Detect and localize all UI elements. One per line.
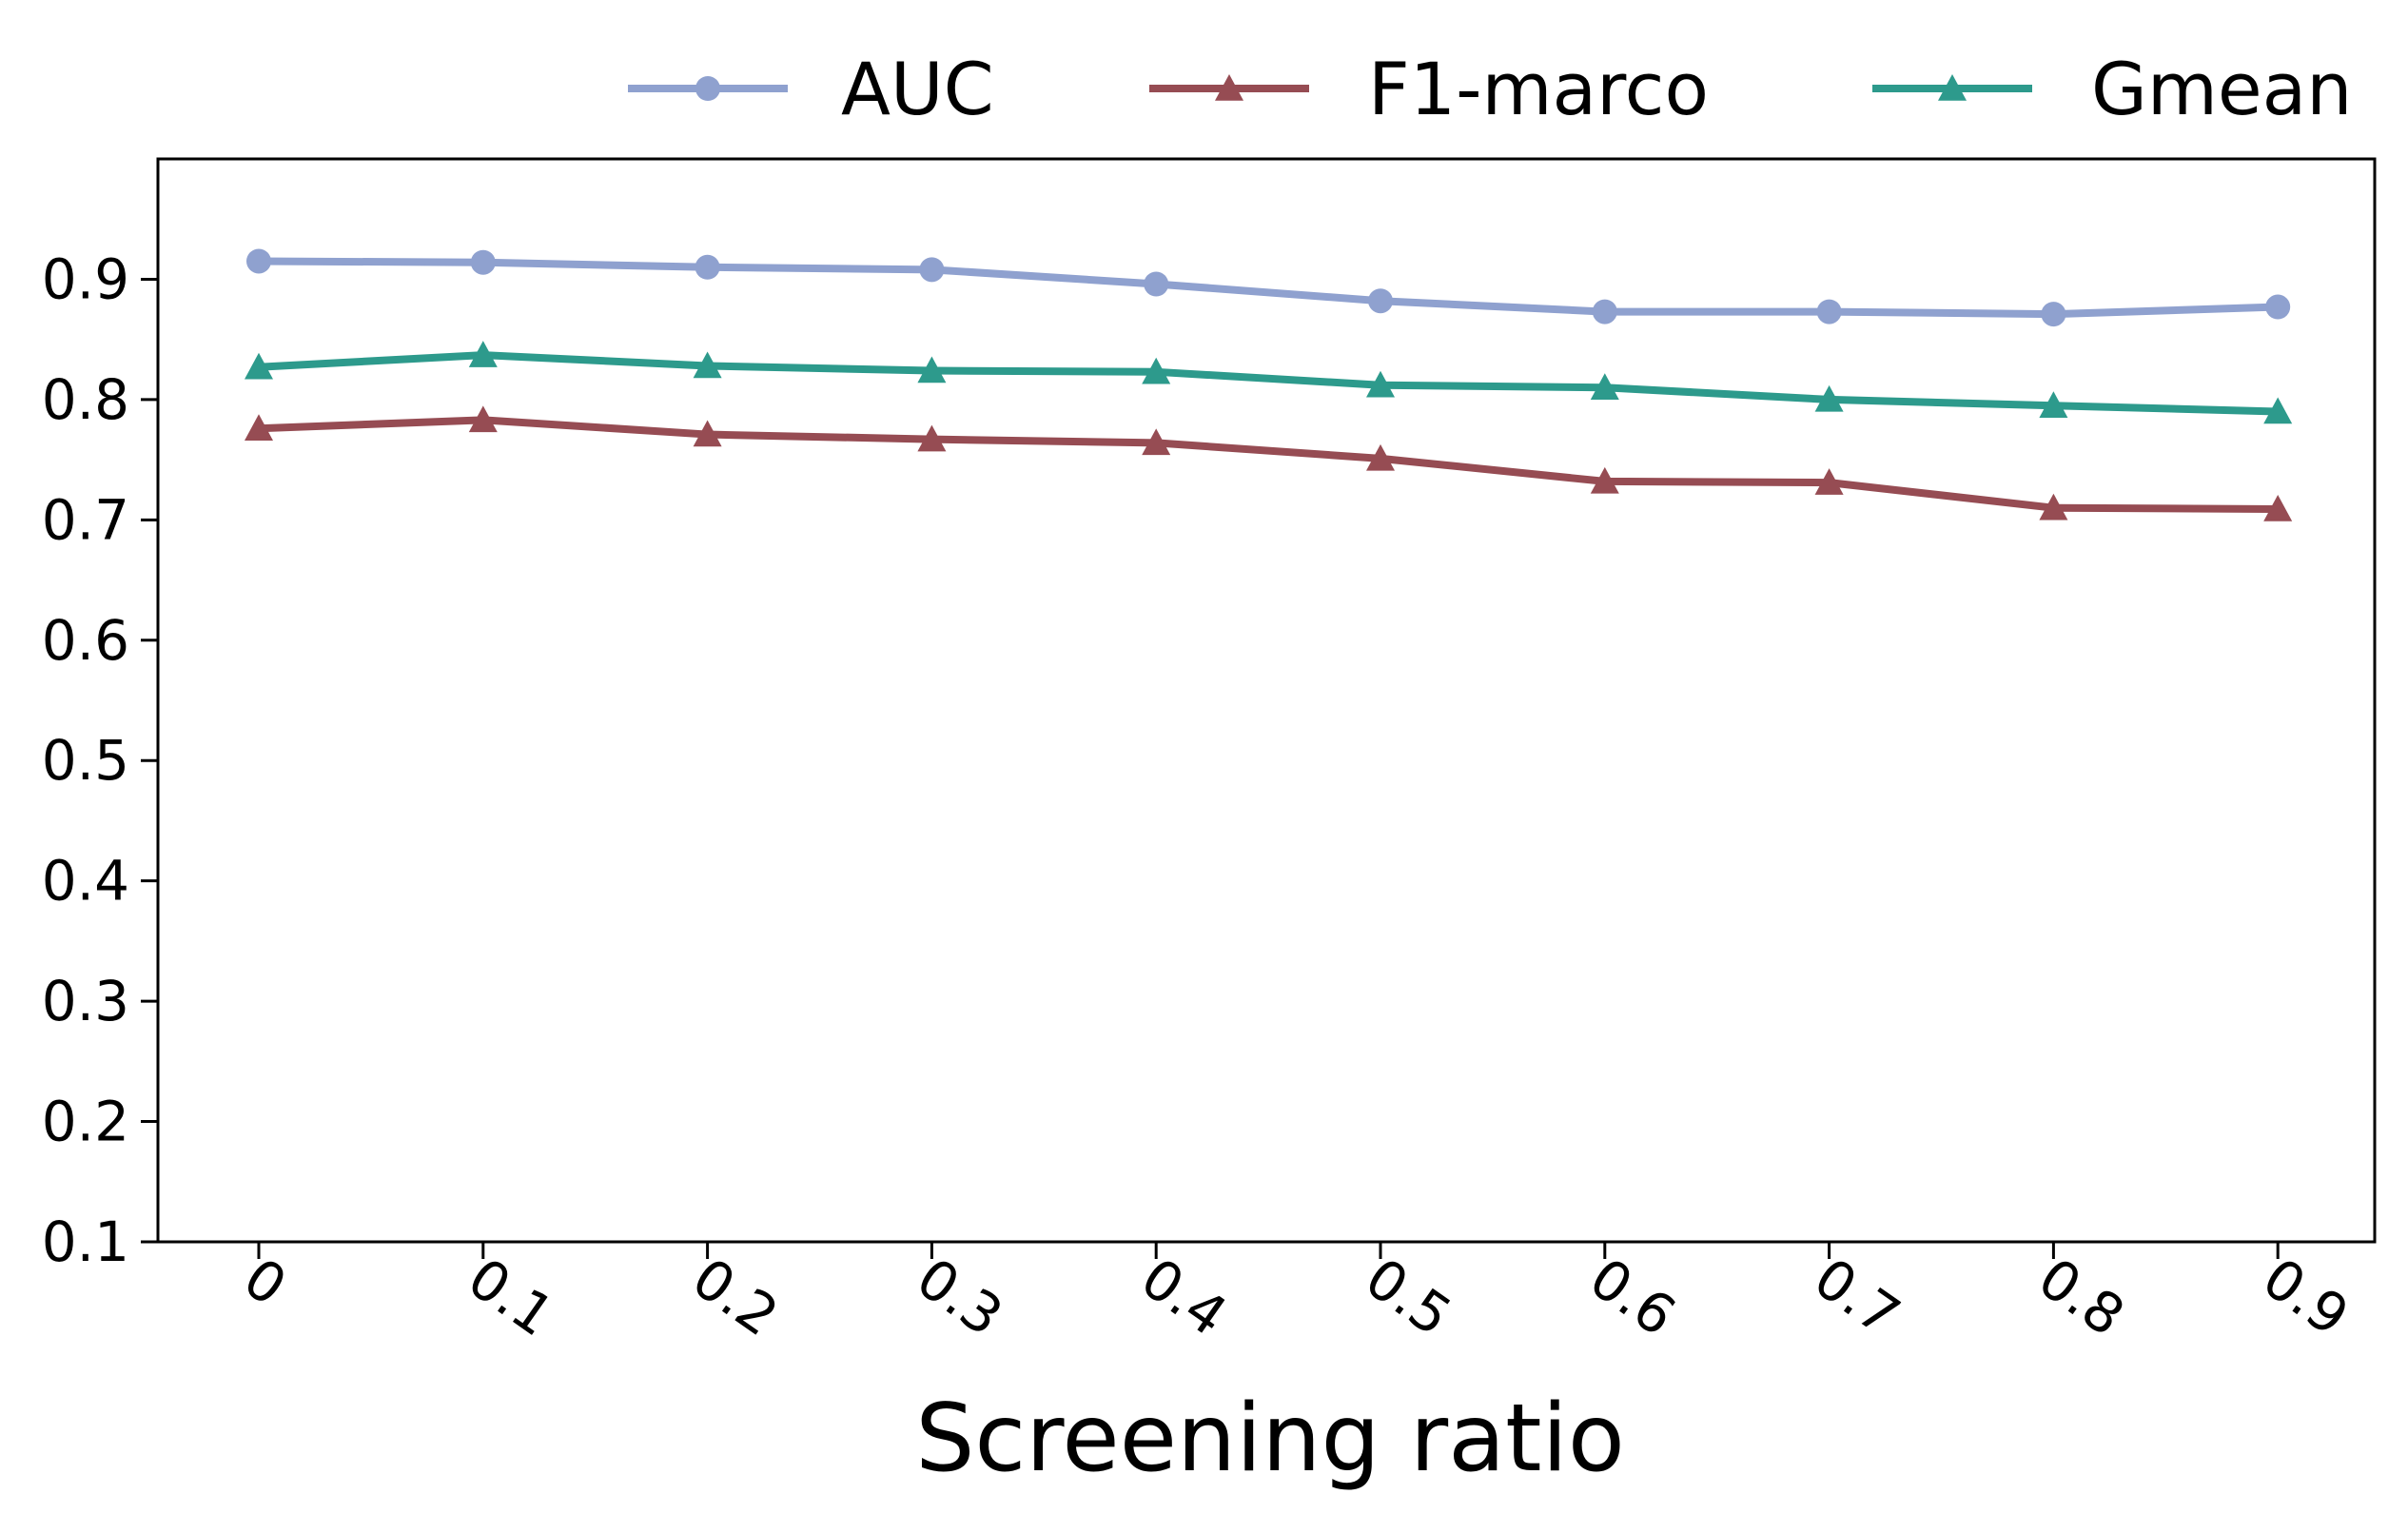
legend-label: AUC	[841, 47, 994, 131]
y-tick-label: 0.3	[42, 969, 129, 1033]
data-point-f1-marco	[1366, 443, 1395, 471]
legend-item-auc: AUC	[628, 47, 994, 131]
legend-marker	[695, 76, 720, 101]
data-point-gmean	[1814, 384, 1844, 412]
data-point-gmean	[1142, 357, 1171, 384]
data-point-f1-marco	[917, 424, 947, 452]
data-point-f1-marco	[1590, 466, 1619, 494]
data-point-f1-marco	[2263, 494, 2293, 521]
legend-marker	[1938, 74, 1967, 101]
data-point-auc	[2265, 294, 2291, 320]
y-tick-label: 0.9	[42, 246, 129, 311]
data-point-auc	[919, 257, 945, 283]
data-point-auc	[695, 254, 720, 280]
x-axis-title: Screening ratio	[915, 1385, 1625, 1493]
y-tick-label: 0.1	[42, 1209, 129, 1274]
series-line-auc	[258, 257, 2279, 319]
y-tick-label: 0.4	[42, 849, 129, 914]
series-line-f1-marco	[258, 416, 2279, 513]
series-layer	[245, 248, 2293, 521]
y-tick-label: 0.2	[42, 1090, 129, 1154]
series-f1-marco	[245, 405, 2293, 521]
data-point-auc	[1368, 288, 1393, 314]
data-point-gmean	[2039, 391, 2068, 418]
series-line-gmean	[258, 351, 2279, 416]
y-tick-label: 0.8	[42, 367, 129, 432]
series-gmean	[245, 341, 2293, 424]
data-point-gmean	[245, 352, 273, 380]
plot-area	[156, 157, 2377, 1244]
data-point-auc	[1592, 299, 1617, 324]
y-tick-label: 0.6	[42, 608, 129, 673]
data-point-f1-marco	[245, 414, 273, 441]
data-point-auc	[1144, 271, 1169, 297]
series-auc	[246, 248, 2291, 327]
data-point-f1-marco	[693, 420, 722, 447]
legend-item-f1-marco: F1-marco	[1149, 47, 1709, 131]
data-point-auc	[2041, 302, 2066, 327]
data-point-gmean	[917, 356, 947, 383]
data-point-gmean	[1590, 373, 1619, 400]
legend-label: Gmean	[2091, 47, 2352, 131]
legend: AUC F1-marco Gmean	[628, 47, 2352, 131]
data-point-f1-marco	[468, 405, 498, 433]
data-point-gmean	[2263, 397, 2293, 424]
y-axis: 0.1 0.2 0.3 0.4 0.5 0.6 0.7 0.8 0.9	[42, 246, 158, 1274]
y-tick-label: 0.5	[42, 728, 129, 793]
data-point-auc	[246, 248, 271, 274]
data-point-gmean	[468, 341, 498, 367]
data-point-f1-marco	[1814, 468, 1844, 495]
legend-marker	[1215, 74, 1243, 101]
data-point-gmean	[1366, 370, 1395, 398]
plot-frame	[156, 157, 2377, 1244]
data-point-f1-marco	[1142, 428, 1171, 456]
data-point-auc	[470, 249, 496, 275]
y-tick-label: 0.7	[42, 487, 129, 552]
data-point-auc	[1816, 299, 1842, 324]
data-point-gmean	[693, 351, 722, 379]
legend-item-gmean: Gmean	[1872, 47, 2352, 131]
data-point-f1-marco	[2039, 493, 2068, 521]
legend-label: F1-marco	[1368, 47, 1709, 131]
